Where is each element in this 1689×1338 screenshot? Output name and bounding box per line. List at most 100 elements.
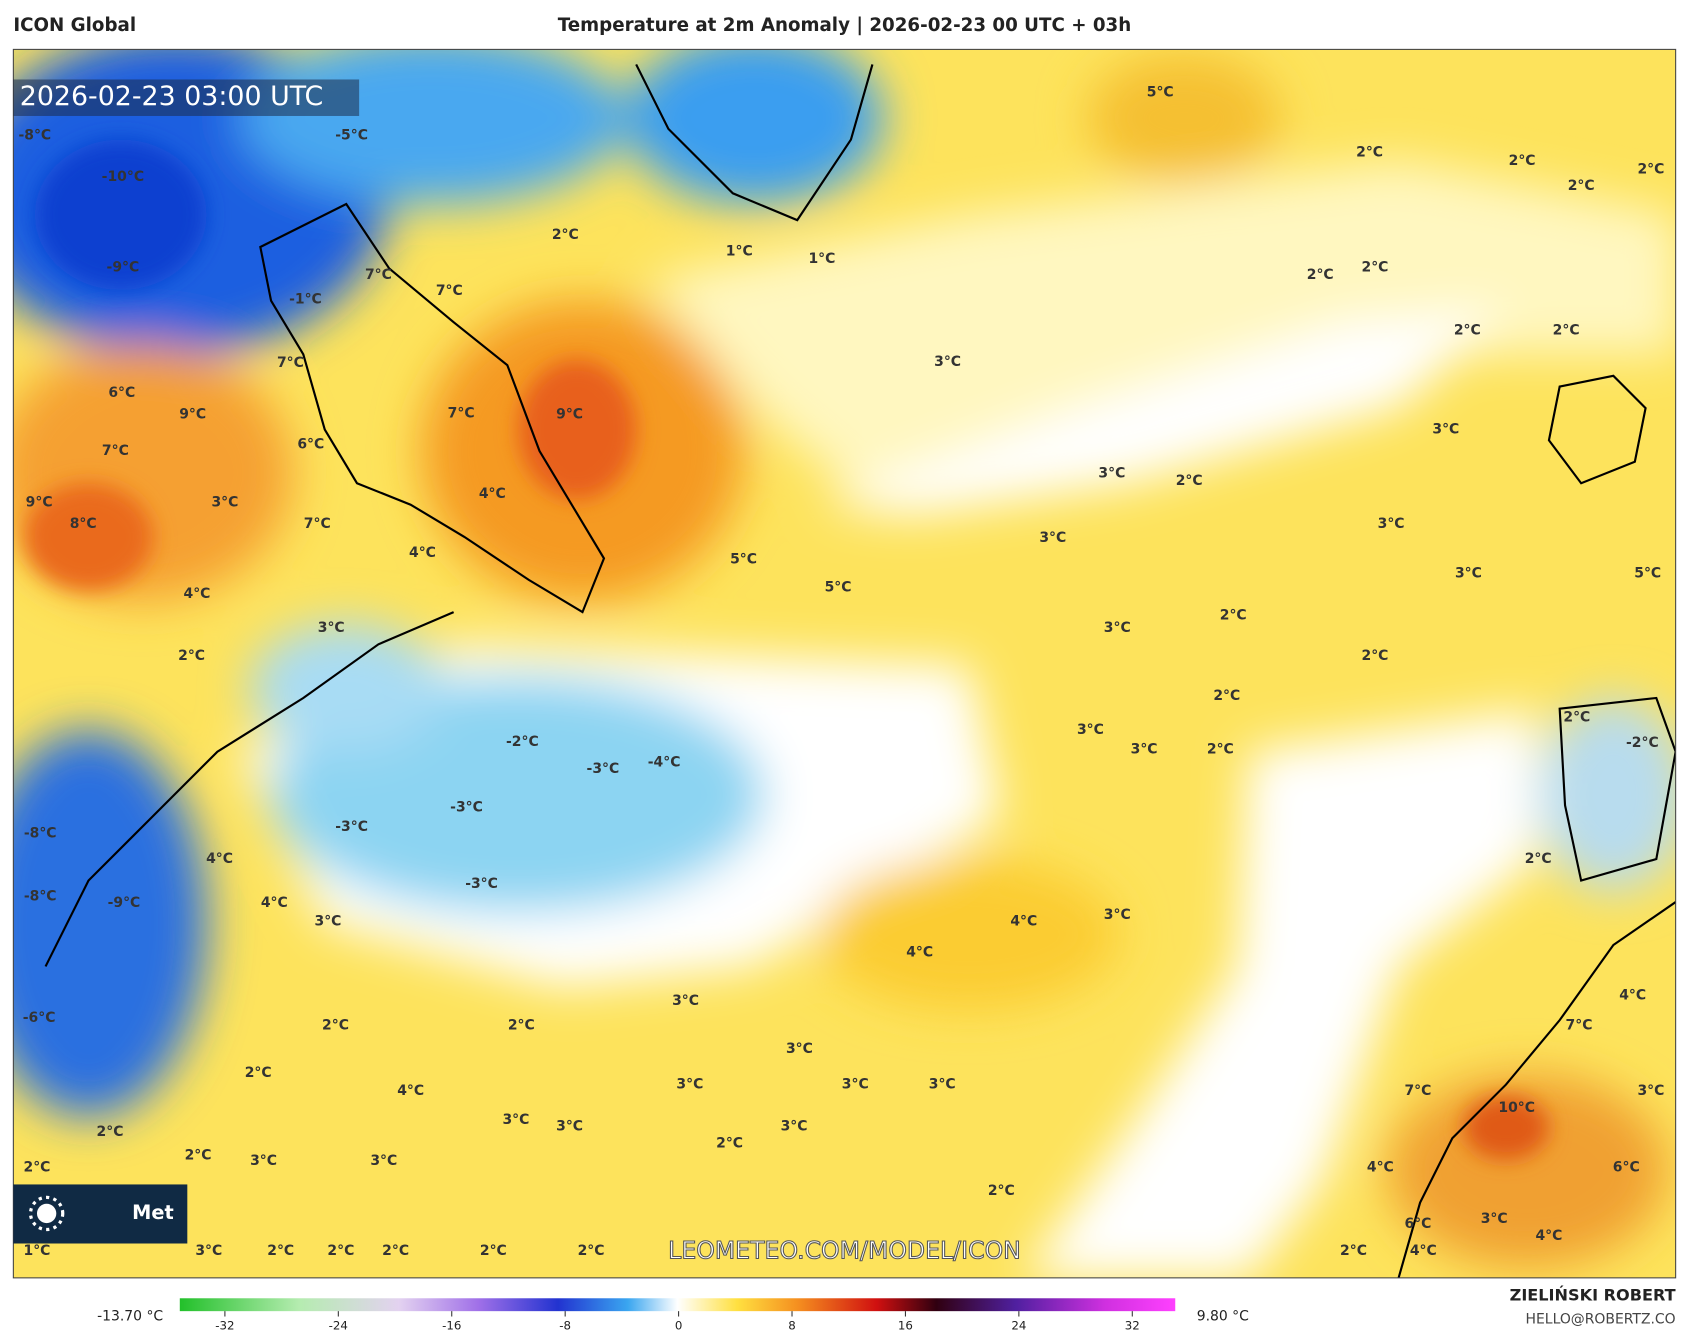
map-label: 2°C xyxy=(24,1159,51,1175)
map-label: 3°C xyxy=(676,1077,703,1093)
map-label: 2°C xyxy=(97,1124,124,1140)
map-label: -10°C xyxy=(102,169,144,185)
map-label: 3°C xyxy=(842,1077,869,1093)
map-label: 5°C xyxy=(825,579,852,595)
map-label: 2°C xyxy=(178,648,205,664)
map-field: -8°C -5°C -10°C -9°C -1°C 2°C 1°C 1°C 5°C 2°C 2°C 2… xyxy=(13,49,1676,1278)
map-label: 3°C xyxy=(1481,1211,1508,1227)
max-value: 9.80 °C xyxy=(1197,1309,1249,1325)
map-label: 2°C xyxy=(1362,259,1389,275)
map-label: 3°C xyxy=(1077,722,1104,738)
map-label: 2°C xyxy=(552,227,579,243)
map-label: 7°C xyxy=(277,355,304,371)
map-label: 6°C xyxy=(108,385,135,401)
logo-sun xyxy=(28,1195,65,1232)
map-title: Temperature at 2m Anomaly | 2026-02-23 0… xyxy=(558,15,1131,36)
map-label: 2°C xyxy=(480,1243,507,1259)
coastline xyxy=(1397,901,1676,1278)
map-label: 5°C xyxy=(1147,84,1174,100)
warm-anomaly xyxy=(1087,53,1281,183)
map-label: -8°C xyxy=(18,127,51,143)
map-label: 2°C xyxy=(988,1183,1015,1199)
map-label: 3°C xyxy=(786,1041,813,1057)
map-label: 7°C xyxy=(436,283,463,299)
logo-text: Met xyxy=(132,1201,174,1224)
map-label: 4°C xyxy=(206,851,233,867)
cold-core xyxy=(34,139,207,290)
colorbar xyxy=(179,1298,1176,1312)
map-label: 10°C xyxy=(1498,1100,1535,1116)
map-label: 1°C xyxy=(808,251,835,267)
map-label: 3°C xyxy=(672,993,699,1009)
map-label: 7°C xyxy=(448,405,475,421)
map-label: 3°C xyxy=(1039,530,1066,546)
map-label: -2°C xyxy=(506,734,539,750)
map-label: 4°C xyxy=(906,944,933,960)
map-label: 3°C xyxy=(556,1118,583,1134)
map-label: 4°C xyxy=(397,1083,424,1099)
anomaly-cores xyxy=(24,139,1549,1160)
map-label: -1°C xyxy=(289,292,322,308)
coastline xyxy=(1547,374,1647,485)
map-label: 2°C xyxy=(185,1147,212,1163)
colorbar-tick-label: 16 xyxy=(898,1319,913,1333)
anomaly-shading xyxy=(13,49,1676,1278)
map-label: -9°C xyxy=(108,895,141,911)
map-label: 2°C xyxy=(1213,688,1240,704)
warm-core xyxy=(24,483,153,591)
map-label: 2°C xyxy=(1220,607,1247,623)
map-label: 6°C xyxy=(1404,1216,1431,1232)
map-label: -6°C xyxy=(23,1010,56,1026)
email: HELLO@ROBERTZ.CO xyxy=(1526,1312,1676,1328)
map-label: 4°C xyxy=(479,486,506,502)
map-frame xyxy=(12,48,1677,1279)
map-label: 2°C xyxy=(1568,178,1595,194)
map-label: 4°C xyxy=(1010,913,1037,929)
warm-anomaly xyxy=(1387,1073,1668,1268)
colorbar-tick-label: 8 xyxy=(788,1319,796,1333)
map-label: -3°C xyxy=(335,819,368,835)
light-band xyxy=(646,161,1676,516)
map-label: -3°C xyxy=(450,800,483,816)
colorbar-tick-label: -32 xyxy=(215,1319,234,1333)
map-label: 5°C xyxy=(1634,565,1661,581)
map-label: 2°C xyxy=(1454,323,1481,339)
map-label: 3°C xyxy=(1104,620,1131,636)
map-label: 2°C xyxy=(1340,1243,1367,1259)
map-label: 2°C xyxy=(1563,709,1590,725)
cold-anomaly xyxy=(238,49,626,205)
sun-rays xyxy=(28,1195,65,1232)
map-label: 2°C xyxy=(1207,742,1234,758)
map-label: 4°C xyxy=(1619,987,1646,1003)
map-label: 1°C xyxy=(726,243,753,259)
white-band xyxy=(1022,708,1539,1278)
map-label: 2°C xyxy=(1356,144,1383,160)
min-value: -13.70 °C xyxy=(97,1309,163,1325)
author: ZIELIŃSKI ROBERT xyxy=(1510,1286,1676,1305)
sun-disc xyxy=(36,1203,57,1224)
warm-core xyxy=(1463,1095,1549,1160)
map-label: 9°C xyxy=(179,407,206,423)
map-label: -9°C xyxy=(107,259,140,275)
map-label: 2°C xyxy=(1307,267,1334,283)
coastline xyxy=(44,611,455,967)
model-name: ICON Global xyxy=(13,15,136,36)
map-label: 2°C xyxy=(1362,648,1389,664)
warm-core xyxy=(518,359,637,500)
map-label: 6°C xyxy=(1613,1159,1640,1175)
map-label: 3°C xyxy=(1104,907,1131,923)
map-label: 3°C xyxy=(195,1243,222,1259)
map-label: 3°C xyxy=(929,1077,956,1093)
map-label: 3°C xyxy=(781,1118,808,1134)
map-label: 4°C xyxy=(1367,1159,1394,1175)
coastline xyxy=(259,202,606,614)
map-label: 3°C xyxy=(318,620,345,636)
map-label: 2°C xyxy=(1553,323,1580,339)
map-label: 5°C xyxy=(730,551,757,567)
map-label: 2°C xyxy=(322,1018,349,1034)
colorbar-tick-label: -8 xyxy=(559,1319,571,1333)
map-label: 2°C xyxy=(508,1018,535,1034)
cold-anomaly xyxy=(625,49,884,205)
map-label: 3°C xyxy=(1131,742,1158,758)
